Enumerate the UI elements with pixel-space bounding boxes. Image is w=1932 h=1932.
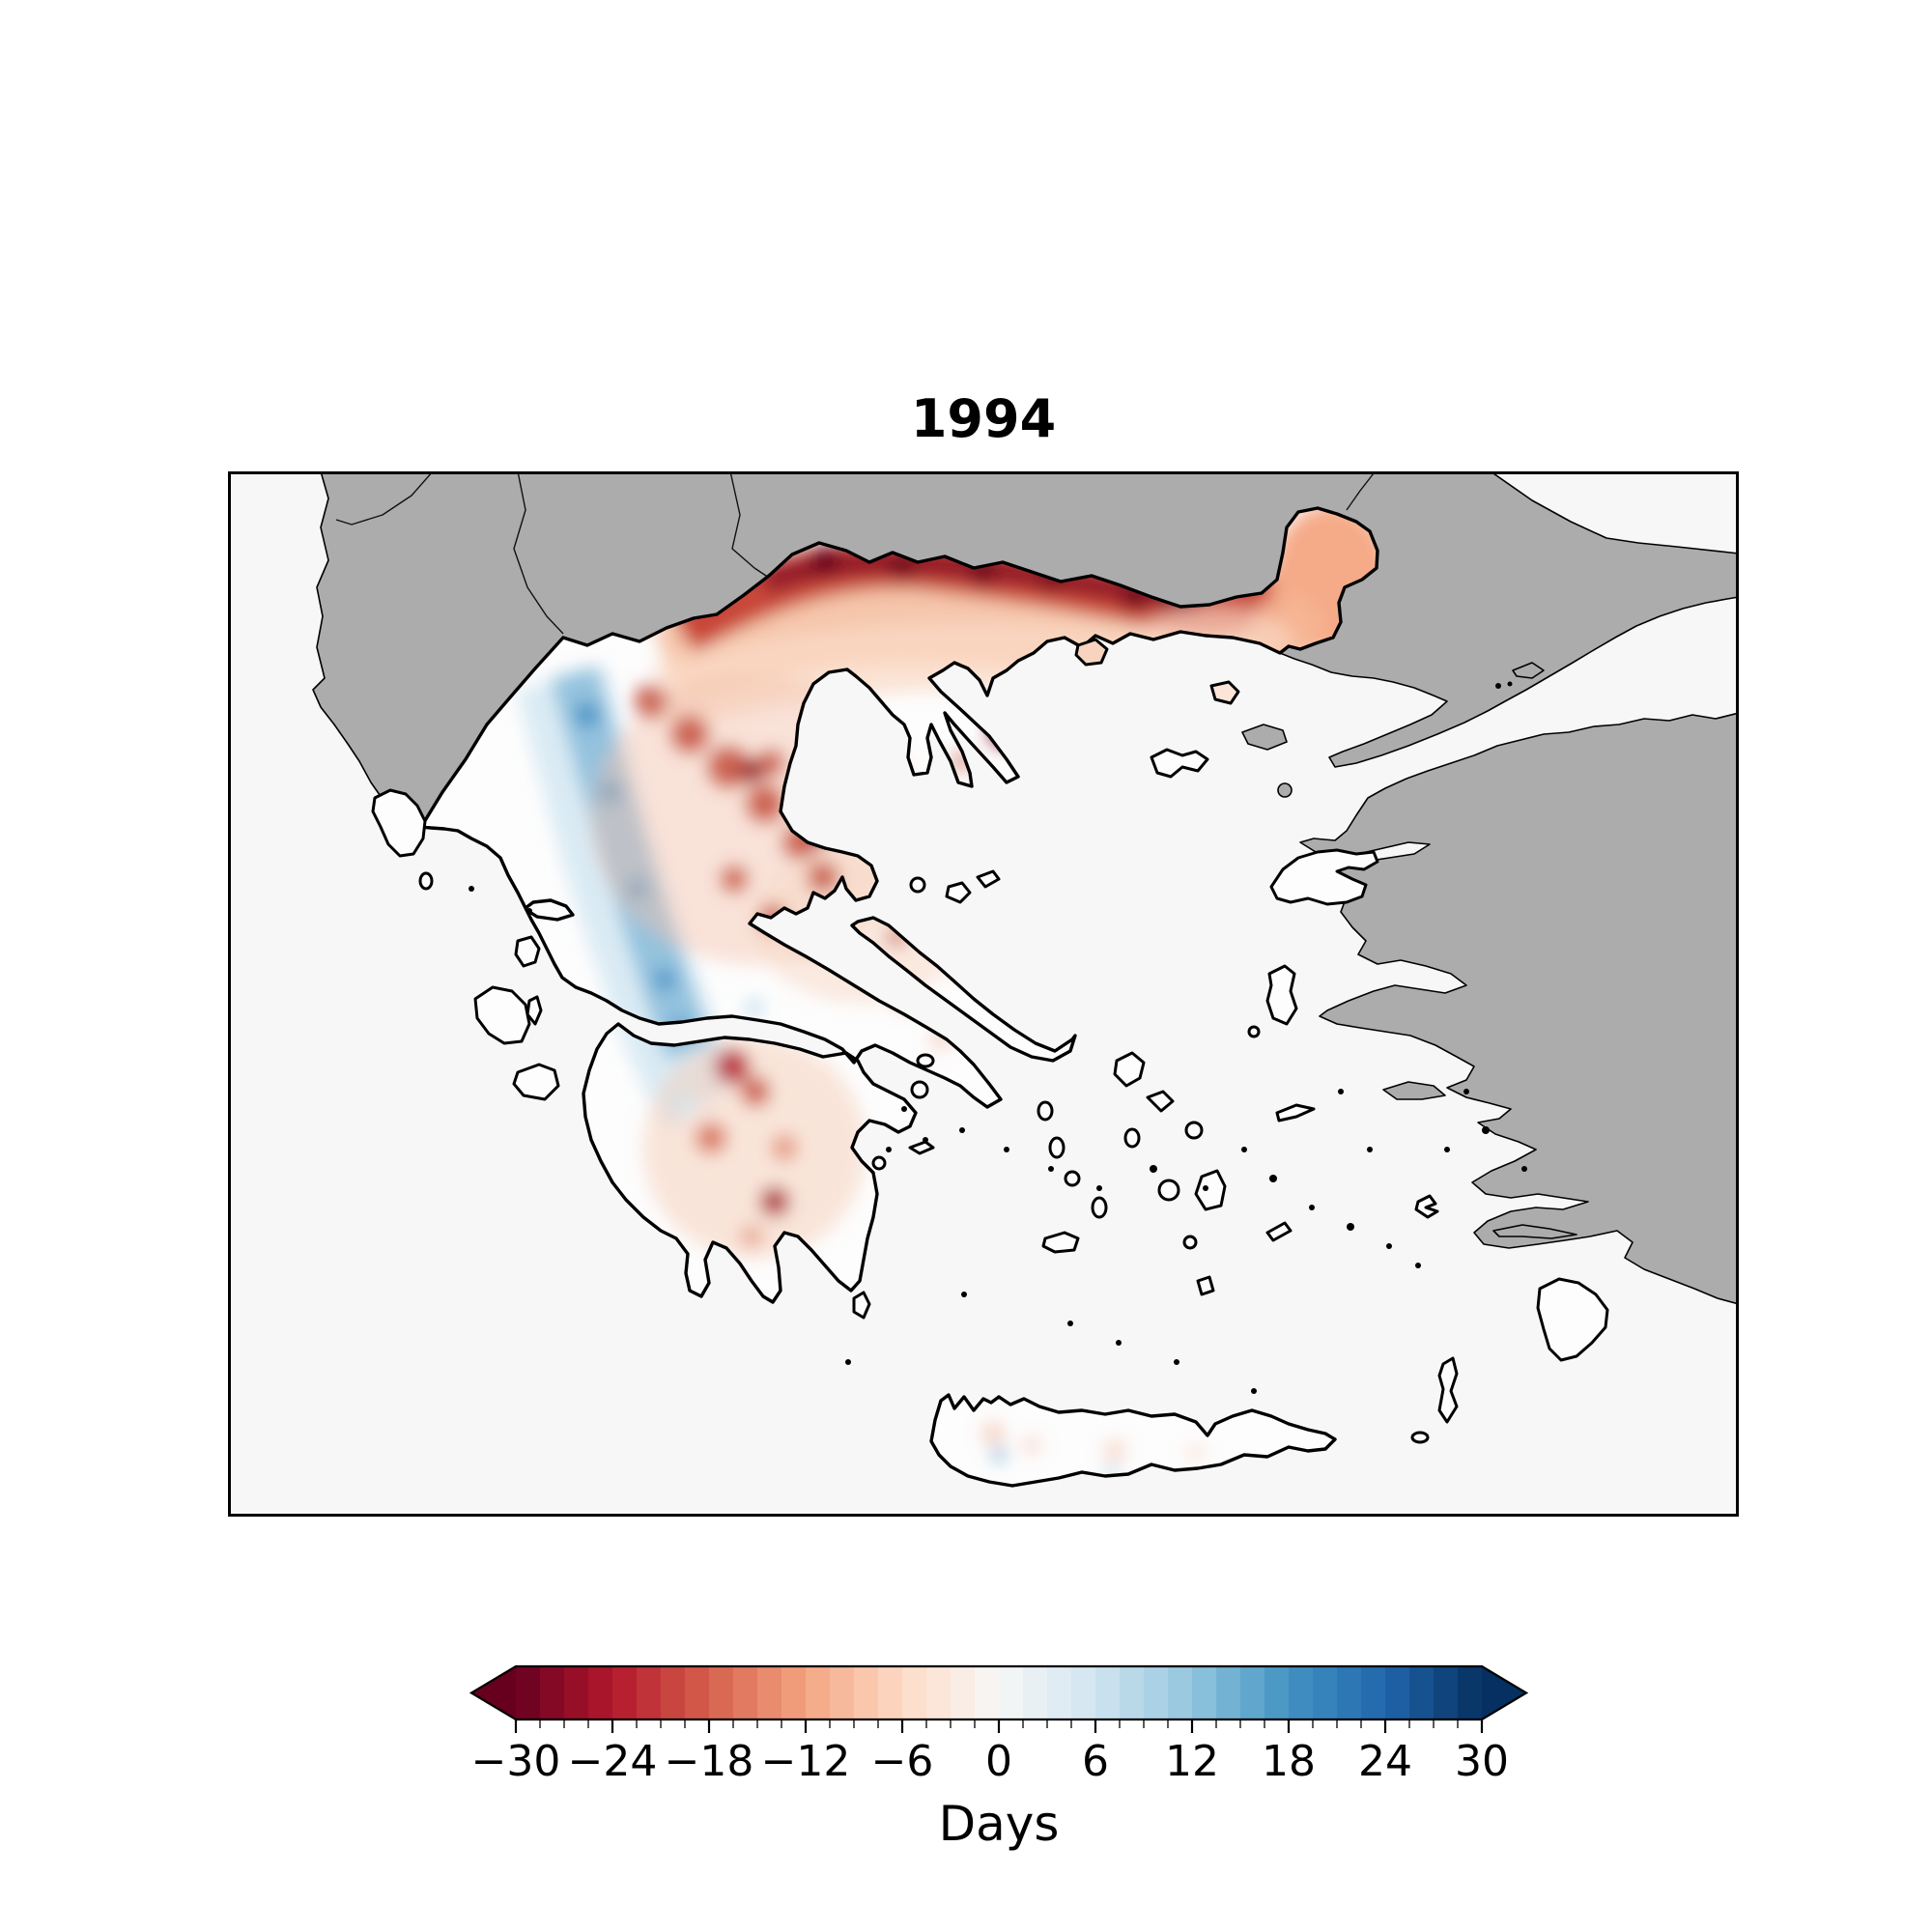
map-frame: [228, 471, 1739, 1517]
amorgos-island: [1265, 1221, 1293, 1242]
islands: [371, 638, 1609, 1444]
milos-island: [1041, 1231, 1080, 1254]
alonissos-island: [976, 869, 1001, 889]
colorbar-tick-labels: −30 −24 −18 −12 −6 0 6 12 18 24 30: [471, 1737, 1509, 1786]
colorbar-outline: [469, 1664, 1529, 1721]
colorbar-tick-label: 30: [1455, 1737, 1509, 1786]
ios-island: [1182, 1235, 1198, 1250]
psara-island: [1247, 1025, 1261, 1038]
syros-island: [1123, 1127, 1141, 1149]
lefkada-island: [514, 935, 541, 968]
naxos-island: [1194, 1169, 1227, 1211]
colorbar-tick-label: −6: [871, 1737, 934, 1786]
colorbar-tick-label: 18: [1262, 1737, 1316, 1786]
foreign-land: [312, 471, 1739, 1305]
aegina-island: [910, 1080, 929, 1099]
ikaria-island: [1275, 1103, 1316, 1122]
zakynthos-island: [512, 1063, 560, 1101]
ithaca-island: [526, 995, 543, 1026]
colorbar-ticks: [514, 1719, 1484, 1733]
skopelos-island: [945, 881, 972, 904]
mykonos-island: [1184, 1121, 1204, 1140]
kea-island: [1037, 1100, 1054, 1122]
tenedos-island: [1277, 782, 1293, 798]
anatolia-land: [1299, 712, 1739, 1305]
montenegro-albania-border: [335, 471, 434, 526]
paros-island: [1157, 1179, 1180, 1202]
tinos-island: [1146, 1090, 1175, 1113]
colorbar-tick-label: 6: [1082, 1737, 1109, 1786]
albania-nmacedonia-border: [513, 471, 564, 635]
map-panel: [228, 471, 1739, 1517]
colorbar-axis-label: Days: [939, 1796, 1060, 1852]
paxos-island: [418, 871, 434, 891]
colorbar-tick-label: 12: [1165, 1737, 1219, 1786]
hydra-island: [908, 1140, 935, 1155]
thasos-island: [1074, 638, 1109, 667]
salamina-island: [916, 1053, 935, 1068]
andros-island: [1113, 1051, 1146, 1088]
santorini-island: [1196, 1275, 1215, 1296]
limnos-island: [1150, 748, 1209, 779]
kasos-island: [1410, 1431, 1430, 1444]
kos-island: [1492, 1224, 1577, 1239]
spetses-island: [871, 1155, 887, 1171]
colorbar-tick-label: 0: [985, 1737, 1012, 1786]
map-canvas: [228, 471, 1739, 1517]
colorbar-tick-label: −24: [568, 1737, 658, 1786]
chios-island: [1265, 964, 1298, 1026]
sifnos-island: [1091, 1196, 1108, 1219]
colorbar: −30 −24 −18 −12 −6 0 6 12 18 24 30 Days: [448, 1642, 1549, 1864]
kythnos-island: [1048, 1136, 1065, 1159]
colorbar-tick-label: 24: [1358, 1737, 1412, 1786]
imbros-island: [1241, 724, 1288, 751]
samos-island: [1382, 1081, 1446, 1100]
colorbar-tick-label: −30: [471, 1737, 561, 1786]
astypalea-island: [1414, 1194, 1439, 1219]
kefalonia-island: [473, 985, 531, 1045]
minor-islets: [469, 681, 1527, 1394]
nmacedonia-bulgaria-border: [729, 471, 770, 579]
figure-title: 1994: [910, 388, 1057, 449]
corfu-island: [371, 788, 427, 858]
rhodes-island: [1536, 1277, 1609, 1362]
colorbar-tick-label: −18: [665, 1737, 754, 1786]
lesbos-island: [1269, 848, 1379, 906]
colorbar-gradient: [471, 1666, 1526, 1719]
serifos-island: [1064, 1170, 1081, 1187]
skiathos-island: [909, 876, 926, 894]
bulgaria-turkey-border: [1346, 472, 1375, 511]
kythira-island: [852, 1291, 871, 1320]
colorbar-tick-label: −12: [761, 1737, 851, 1786]
marmara-island: [1512, 662, 1545, 679]
samothrace-island: [1209, 680, 1240, 705]
karpathos-island: [1437, 1356, 1459, 1424]
